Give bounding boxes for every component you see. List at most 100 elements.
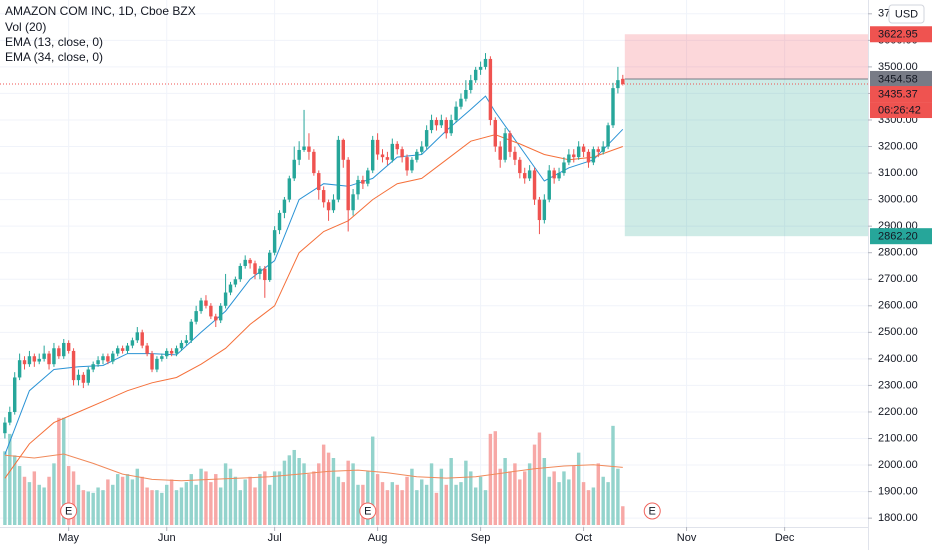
stop-label: 2862.20 xyxy=(878,231,918,243)
volume-bar xyxy=(537,432,542,525)
volume-bar xyxy=(71,471,76,525)
volume-bar xyxy=(194,484,198,525)
candle-body xyxy=(449,119,453,134)
volume-bar xyxy=(596,463,600,525)
candle-body xyxy=(76,374,81,381)
candle-body xyxy=(518,159,522,174)
volume-bar xyxy=(473,487,478,525)
currency[interactable]: USD xyxy=(895,8,918,20)
volume-bar xyxy=(120,476,125,525)
candle-body xyxy=(557,173,561,179)
volume-bar xyxy=(125,474,130,525)
candle-body xyxy=(243,259,247,266)
volume-bar xyxy=(174,490,179,525)
candle-body xyxy=(581,146,586,152)
volume-bar xyxy=(268,484,272,525)
volume-bar xyxy=(223,463,228,525)
volume-bar xyxy=(469,471,473,525)
ema-line xyxy=(4,134,623,479)
volume-bar xyxy=(562,471,566,525)
candle-body xyxy=(174,348,179,354)
volume-bar xyxy=(576,452,581,525)
y-tick-label: 3200.00 xyxy=(878,140,918,152)
candle-body xyxy=(17,360,22,378)
candle-body xyxy=(405,157,409,171)
legend-ema34: EMA (34, close, 0) xyxy=(5,50,103,64)
candle-body xyxy=(277,212,282,231)
volume-bar xyxy=(22,476,27,525)
candle-body xyxy=(302,146,306,150)
candle-body xyxy=(169,350,174,354)
candle-body xyxy=(189,321,193,341)
candle-body xyxy=(209,305,213,317)
candle-body xyxy=(331,199,336,211)
volume-bar xyxy=(346,460,350,525)
volume-bar xyxy=(248,476,252,525)
candle-body xyxy=(552,170,556,179)
volume-bar xyxy=(498,468,502,525)
candle-body xyxy=(287,178,292,200)
candle-body xyxy=(317,173,321,191)
candle-body xyxy=(96,360,100,365)
volume-bar xyxy=(12,455,17,525)
candle-body xyxy=(101,356,105,361)
x-tick-label: Nov xyxy=(677,532,697,544)
volume-bar xyxy=(621,506,625,525)
candle-body xyxy=(341,139,345,160)
candle-body xyxy=(238,265,243,280)
y-tick-label: 1900.00 xyxy=(878,486,918,498)
countdown-label-box xyxy=(870,102,932,119)
currency-box[interactable] xyxy=(888,4,925,24)
volume-bar xyxy=(199,468,203,525)
y-tick-label: 2400.00 xyxy=(878,353,918,365)
volume-bar xyxy=(523,471,527,525)
volume-bar xyxy=(601,476,605,525)
candle-body xyxy=(562,162,566,174)
candle-body xyxy=(37,358,41,362)
candle-body xyxy=(601,146,605,152)
volume-ma xyxy=(4,453,623,482)
candle-body xyxy=(424,130,429,147)
stop-zone xyxy=(624,78,868,237)
volume-bar xyxy=(106,479,110,525)
volume-bar xyxy=(57,417,61,525)
candle-body xyxy=(537,199,542,221)
candle-body xyxy=(214,316,218,321)
volume-bar xyxy=(415,490,419,525)
volume-bar xyxy=(297,458,301,525)
volume-bar xyxy=(292,449,296,525)
candle-body xyxy=(8,411,12,423)
x-tick-label: Sep xyxy=(471,532,491,544)
candle-body xyxy=(385,157,390,160)
candle-body xyxy=(454,106,458,120)
volume-bar xyxy=(449,458,453,525)
volume-bar xyxy=(424,484,429,525)
candle-body xyxy=(194,311,198,322)
candle-body xyxy=(32,356,37,362)
candle-body xyxy=(62,342,66,357)
earnings-marker xyxy=(643,502,661,520)
stop-label-box xyxy=(870,228,932,245)
candle-body xyxy=(527,170,532,179)
candle-body xyxy=(106,356,110,362)
candle-body xyxy=(312,151,316,174)
candle-body xyxy=(469,80,473,90)
candle-body xyxy=(606,125,610,147)
earnings-label: E xyxy=(364,505,371,517)
entry-label: 3454.58 xyxy=(878,73,918,85)
last-price-label: 3435.37 xyxy=(878,88,918,100)
volume-bar xyxy=(204,471,208,525)
candle-body xyxy=(179,342,184,349)
candle-body xyxy=(297,149,301,160)
volume-bar xyxy=(552,471,556,525)
volume-bar xyxy=(189,474,193,525)
candle-body xyxy=(532,170,537,200)
volume-bar xyxy=(115,474,120,525)
candle-body xyxy=(140,332,144,346)
volume-bar xyxy=(606,482,610,525)
candle-body xyxy=(248,259,252,264)
earnings-marker xyxy=(359,502,377,520)
y-tick-label: 2500.00 xyxy=(878,326,918,338)
volume-bar xyxy=(135,468,140,525)
y-tick-label: 2300.00 xyxy=(878,379,918,391)
